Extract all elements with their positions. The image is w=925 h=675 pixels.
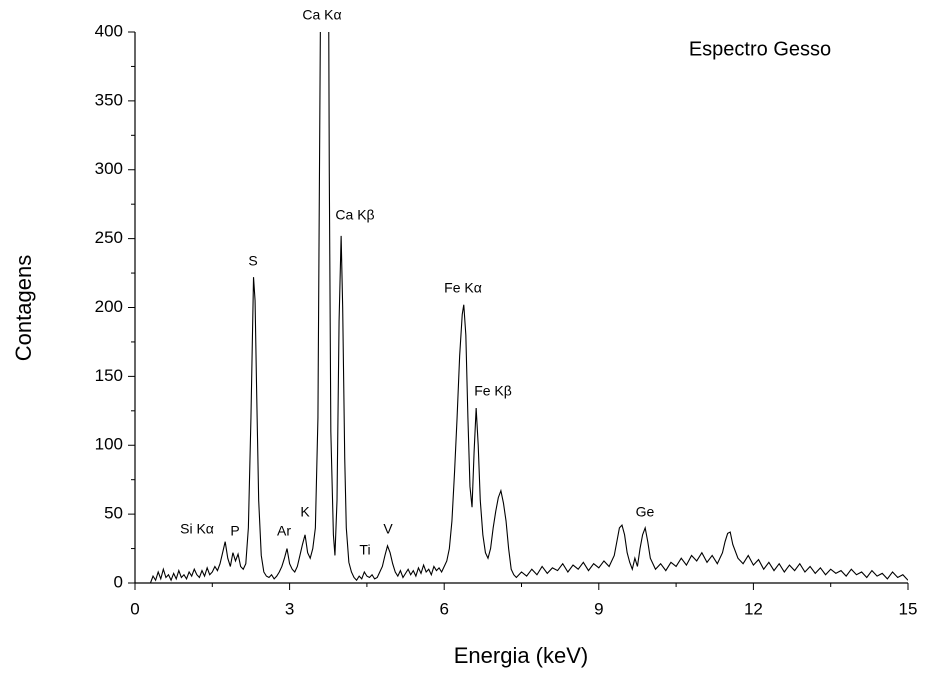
y-axis-label: Contagens <box>11 255 36 361</box>
spectrum-line <box>149 32 908 583</box>
y-tick-label: 400 <box>95 21 123 40</box>
peak-label: Ar <box>277 523 291 539</box>
x-axis-label: Energia (keV) <box>454 643 589 668</box>
peak-label: S <box>248 253 257 269</box>
peak-label: Ca Kβ <box>335 207 374 223</box>
y-tick-label: 150 <box>95 366 123 385</box>
peak-label: Ca Kα <box>302 7 341 23</box>
y-tick-label: 200 <box>95 297 123 316</box>
x-tick-label: 15 <box>899 599 918 618</box>
x-tick-label: 0 <box>130 599 139 618</box>
x-tick-label: 12 <box>744 599 763 618</box>
y-tick-label: 0 <box>114 572 123 591</box>
y-tick-label: 350 <box>95 90 123 109</box>
x-tick-label: 3 <box>285 599 294 618</box>
peak-label: Ti <box>359 542 370 558</box>
peak-label: Si Kα <box>180 521 214 537</box>
x-tick-label: 9 <box>594 599 603 618</box>
x-tick-label: 6 <box>439 599 448 618</box>
peak-label: Fe Kα <box>444 280 482 296</box>
y-tick-label: 300 <box>95 159 123 178</box>
peak-label: Fe Kβ <box>474 383 512 399</box>
peak-label: Ge <box>636 504 655 520</box>
y-tick-label: 100 <box>95 435 123 454</box>
chart-title: Espectro Gesso <box>689 38 831 60</box>
peak-label: V <box>383 521 393 537</box>
y-tick-label: 50 <box>104 504 123 523</box>
y-tick-label: 250 <box>95 228 123 247</box>
peak-label: K <box>300 504 310 520</box>
peak-label: P <box>230 523 239 539</box>
